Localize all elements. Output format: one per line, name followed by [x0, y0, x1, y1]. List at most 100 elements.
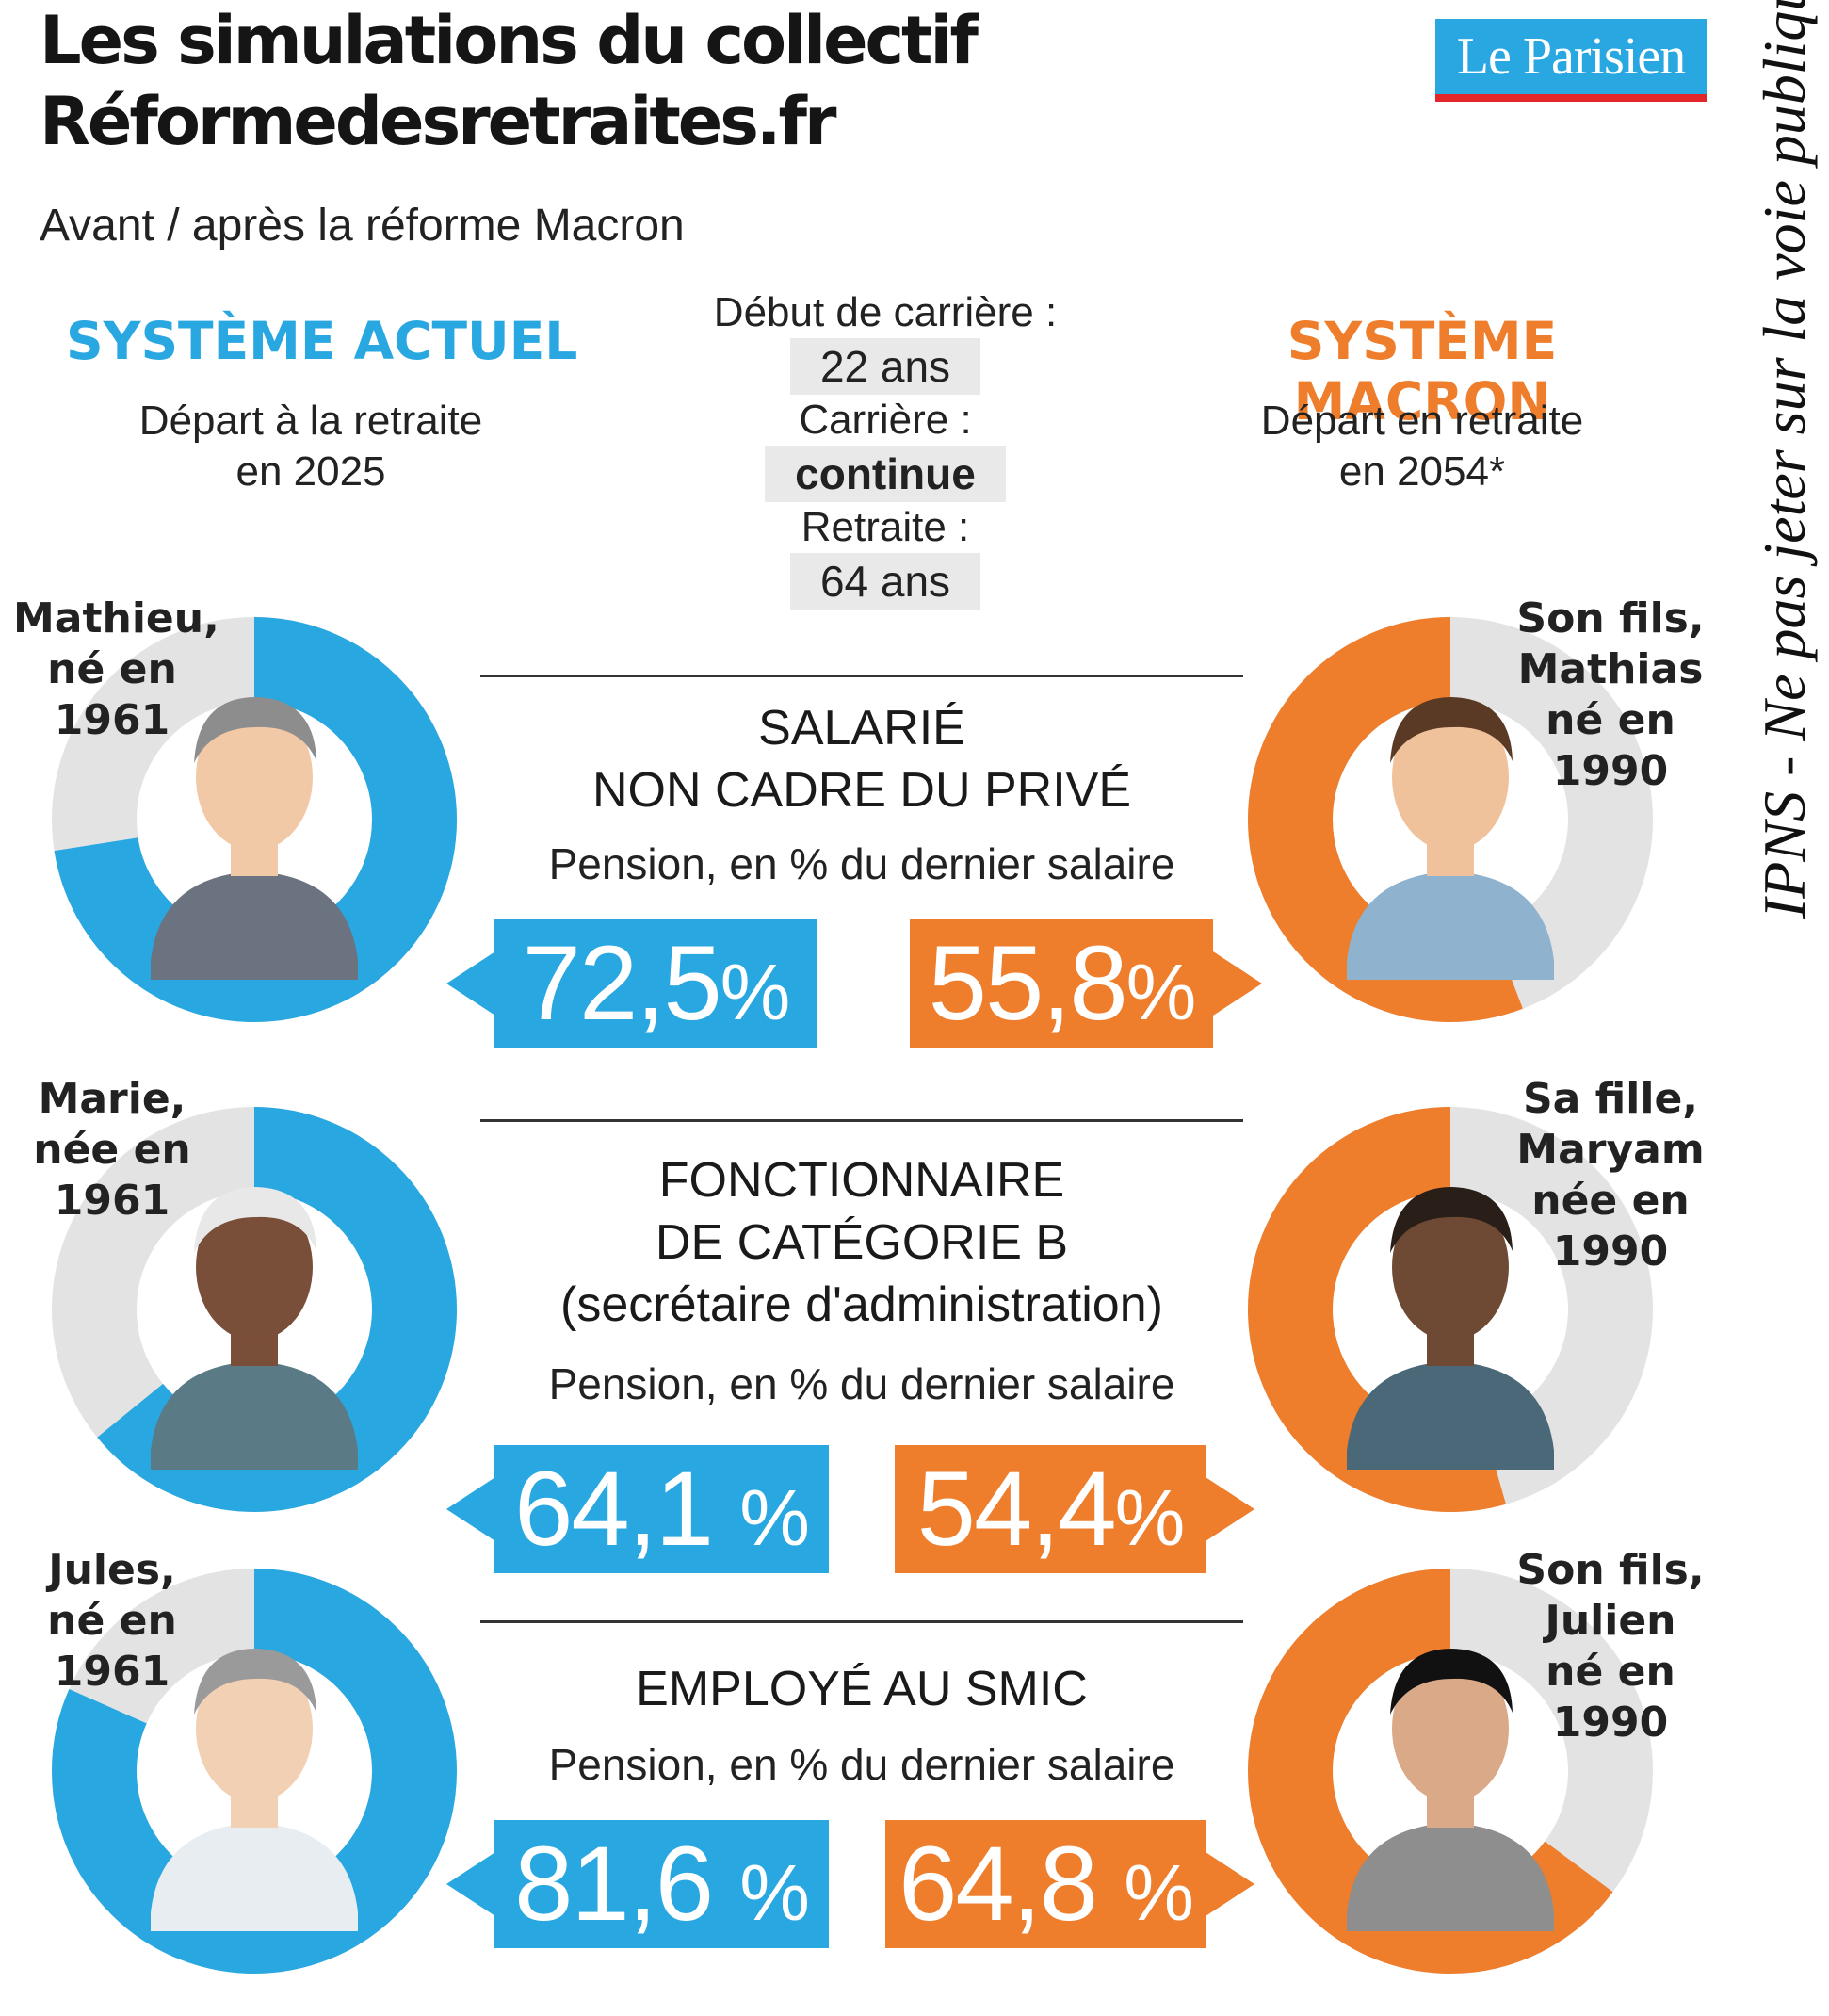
- person-line: Son fils,: [1516, 594, 1705, 642]
- pension-macron-value: 55,8%: [910, 919, 1213, 1048]
- pension-number: 72,5: [522, 924, 722, 1042]
- category-subtitle: Pension, en % du dernier salaire: [548, 1359, 1175, 1408]
- pension-actuel-value: 64,1 %: [494, 1445, 829, 1573]
- portrait-body: [1347, 1823, 1554, 1931]
- divider: [480, 675, 1243, 677]
- system-actuel-departure: Départ à la retraite en 2025: [47, 396, 575, 497]
- percent-sign: %: [739, 1473, 810, 1562]
- system-macron-departure: Départ en retraite en 2054*: [1158, 396, 1686, 497]
- person-maryam: Sa fille, Maryam née en 1990: [1507, 1074, 1714, 1277]
- person-jules: Jules, né en 1961: [13, 1545, 211, 1698]
- person-line: 1990: [1552, 747, 1669, 795]
- portrait-mathias: [1347, 697, 1554, 980]
- person-line: Mathieu,: [13, 594, 219, 642]
- portrait-body: [151, 871, 358, 980]
- person-line: né en: [47, 645, 177, 693]
- career-assumptions: Début de carrière : 22 ans Carrière : co…: [640, 287, 1130, 610]
- divider: [480, 1119, 1243, 1122]
- title-line-2: Réformedesretraites.fr: [40, 83, 836, 160]
- percent-sign: %: [1125, 948, 1197, 1036]
- portrait-head: [196, 1194, 313, 1341]
- departure-line: Départ en retraite: [1260, 398, 1584, 444]
- portrait-head: [1392, 704, 1509, 851]
- portrait-marie: [151, 1187, 358, 1470]
- person-line: Sa fille,: [1522, 1075, 1699, 1123]
- donut-marie: [52, 1107, 457, 1512]
- person-line: 1990: [1552, 1227, 1669, 1276]
- start-label: Début de carrière :: [713, 289, 1058, 335]
- page-title: Les simulations du collectif Réformedesr…: [40, 0, 979, 162]
- pension-number: 64,8: [898, 1825, 1125, 1943]
- portrait-head: [1392, 1655, 1509, 1802]
- portrait-maryam: [1347, 1187, 1554, 1470]
- category-subtitle: Pension, en % du dernier salaire: [548, 839, 1175, 888]
- category-title: SALARIÉ NON CADRE DU PRIVÉ: [480, 697, 1243, 821]
- career-value: continue: [765, 446, 1006, 502]
- category-title: FONCTIONNAIRE DE CATÉGORIE B (secrétaire…: [480, 1149, 1243, 1336]
- category-line: FONCTIONNAIRE: [658, 1153, 1065, 1208]
- pension-actuel-value: 72,5%: [494, 919, 817, 1048]
- person-line: né en: [1546, 1648, 1675, 1696]
- portrait-head: [196, 704, 313, 851]
- category-line: DE CATÉGORIE B: [655, 1215, 1069, 1270]
- person-line: 1961: [54, 1648, 170, 1696]
- person-line: né en: [1546, 696, 1675, 744]
- system-macron-label: SYSTÈME MACRON: [1287, 311, 1558, 431]
- percent-sign: %: [1124, 1848, 1194, 1937]
- donut-mathieu: [52, 617, 457, 1022]
- departure-line: Départ à la retraite: [138, 398, 483, 444]
- departure-line: en 2025: [235, 448, 386, 495]
- pension-macron-value: 64,8 %: [885, 1820, 1206, 1948]
- person-line: 1961: [54, 696, 170, 744]
- pointer-left: [446, 1852, 495, 1916]
- portrait-hair: [194, 697, 316, 763]
- pension-actuel-value: 81,6 %: [494, 1820, 829, 1948]
- pension-number: 64,1: [514, 1450, 740, 1568]
- system-actuel-label: SYSTÈME ACTUEL: [66, 311, 578, 371]
- pointer-left: [446, 951, 495, 1016]
- portrait-hair: [1390, 1187, 1513, 1253]
- category-subtitle: Pension, en % du dernier salaire: [548, 1740, 1175, 1789]
- person-line: 1961: [54, 1177, 170, 1225]
- portrait-julien: [1347, 1649, 1554, 1931]
- category-line: NON CADRE DU PRIVÉ: [591, 763, 1132, 818]
- donut-mathias: [1248, 617, 1653, 1022]
- person-line: née en: [33, 1126, 191, 1174]
- pension-number: 55,8: [928, 924, 1128, 1042]
- pension-number: 81,6: [514, 1825, 740, 1943]
- departure-line: en 2054*: [1338, 448, 1506, 495]
- subtitle: Avant / après la réforme Macron: [40, 201, 685, 251]
- person-line: Julien: [1545, 1597, 1676, 1645]
- percent-sign: %: [1114, 1473, 1186, 1562]
- retire-label: Retraite :: [801, 504, 970, 550]
- person-mathias: Son fils, Mathias né en 1990: [1507, 593, 1714, 797]
- portrait-body: [1347, 1361, 1554, 1470]
- retire-value: 64 ans: [789, 553, 981, 610]
- portrait-head: [1392, 1194, 1509, 1341]
- title-line-1: Les simulations du collectif: [40, 2, 979, 79]
- career-label: Carrière :: [799, 397, 972, 443]
- person-line: Maryam: [1516, 1126, 1705, 1174]
- donut-jules: [52, 1569, 457, 1974]
- divider: [480, 1620, 1243, 1623]
- donut-maryam: [1248, 1107, 1653, 1512]
- portrait-body: [1347, 871, 1554, 980]
- pension-macron-value: 54,4%: [895, 1445, 1206, 1573]
- person-line: née en: [1531, 1177, 1690, 1225]
- le-parisien-logo: Le Parisien: [1435, 19, 1707, 102]
- pointer-left: [446, 1477, 495, 1541]
- pointer-right: [1213, 951, 1262, 1016]
- portrait-mathieu: [151, 697, 358, 980]
- portrait-head: [196, 1655, 313, 1802]
- person-marie: Marie, née en 1961: [13, 1074, 211, 1227]
- percent-sign: %: [720, 948, 791, 1036]
- portrait-body: [151, 1823, 358, 1931]
- portrait-hair: [1390, 1649, 1513, 1715]
- pointer-right: [1206, 1852, 1254, 1916]
- ipns-watermark: IPNS - Ne pas jeter sur la voie publique: [1751, 0, 1818, 919]
- pointer-right: [1206, 1477, 1254, 1541]
- category-line: EMPLOYÉ AU SMIC: [636, 1662, 1088, 1716]
- category-line: SALARIÉ: [758, 701, 965, 756]
- category-line: (secrétaire d'administration): [560, 1277, 1163, 1332]
- person-mathieu: Mathieu, né en 1961: [13, 593, 219, 746]
